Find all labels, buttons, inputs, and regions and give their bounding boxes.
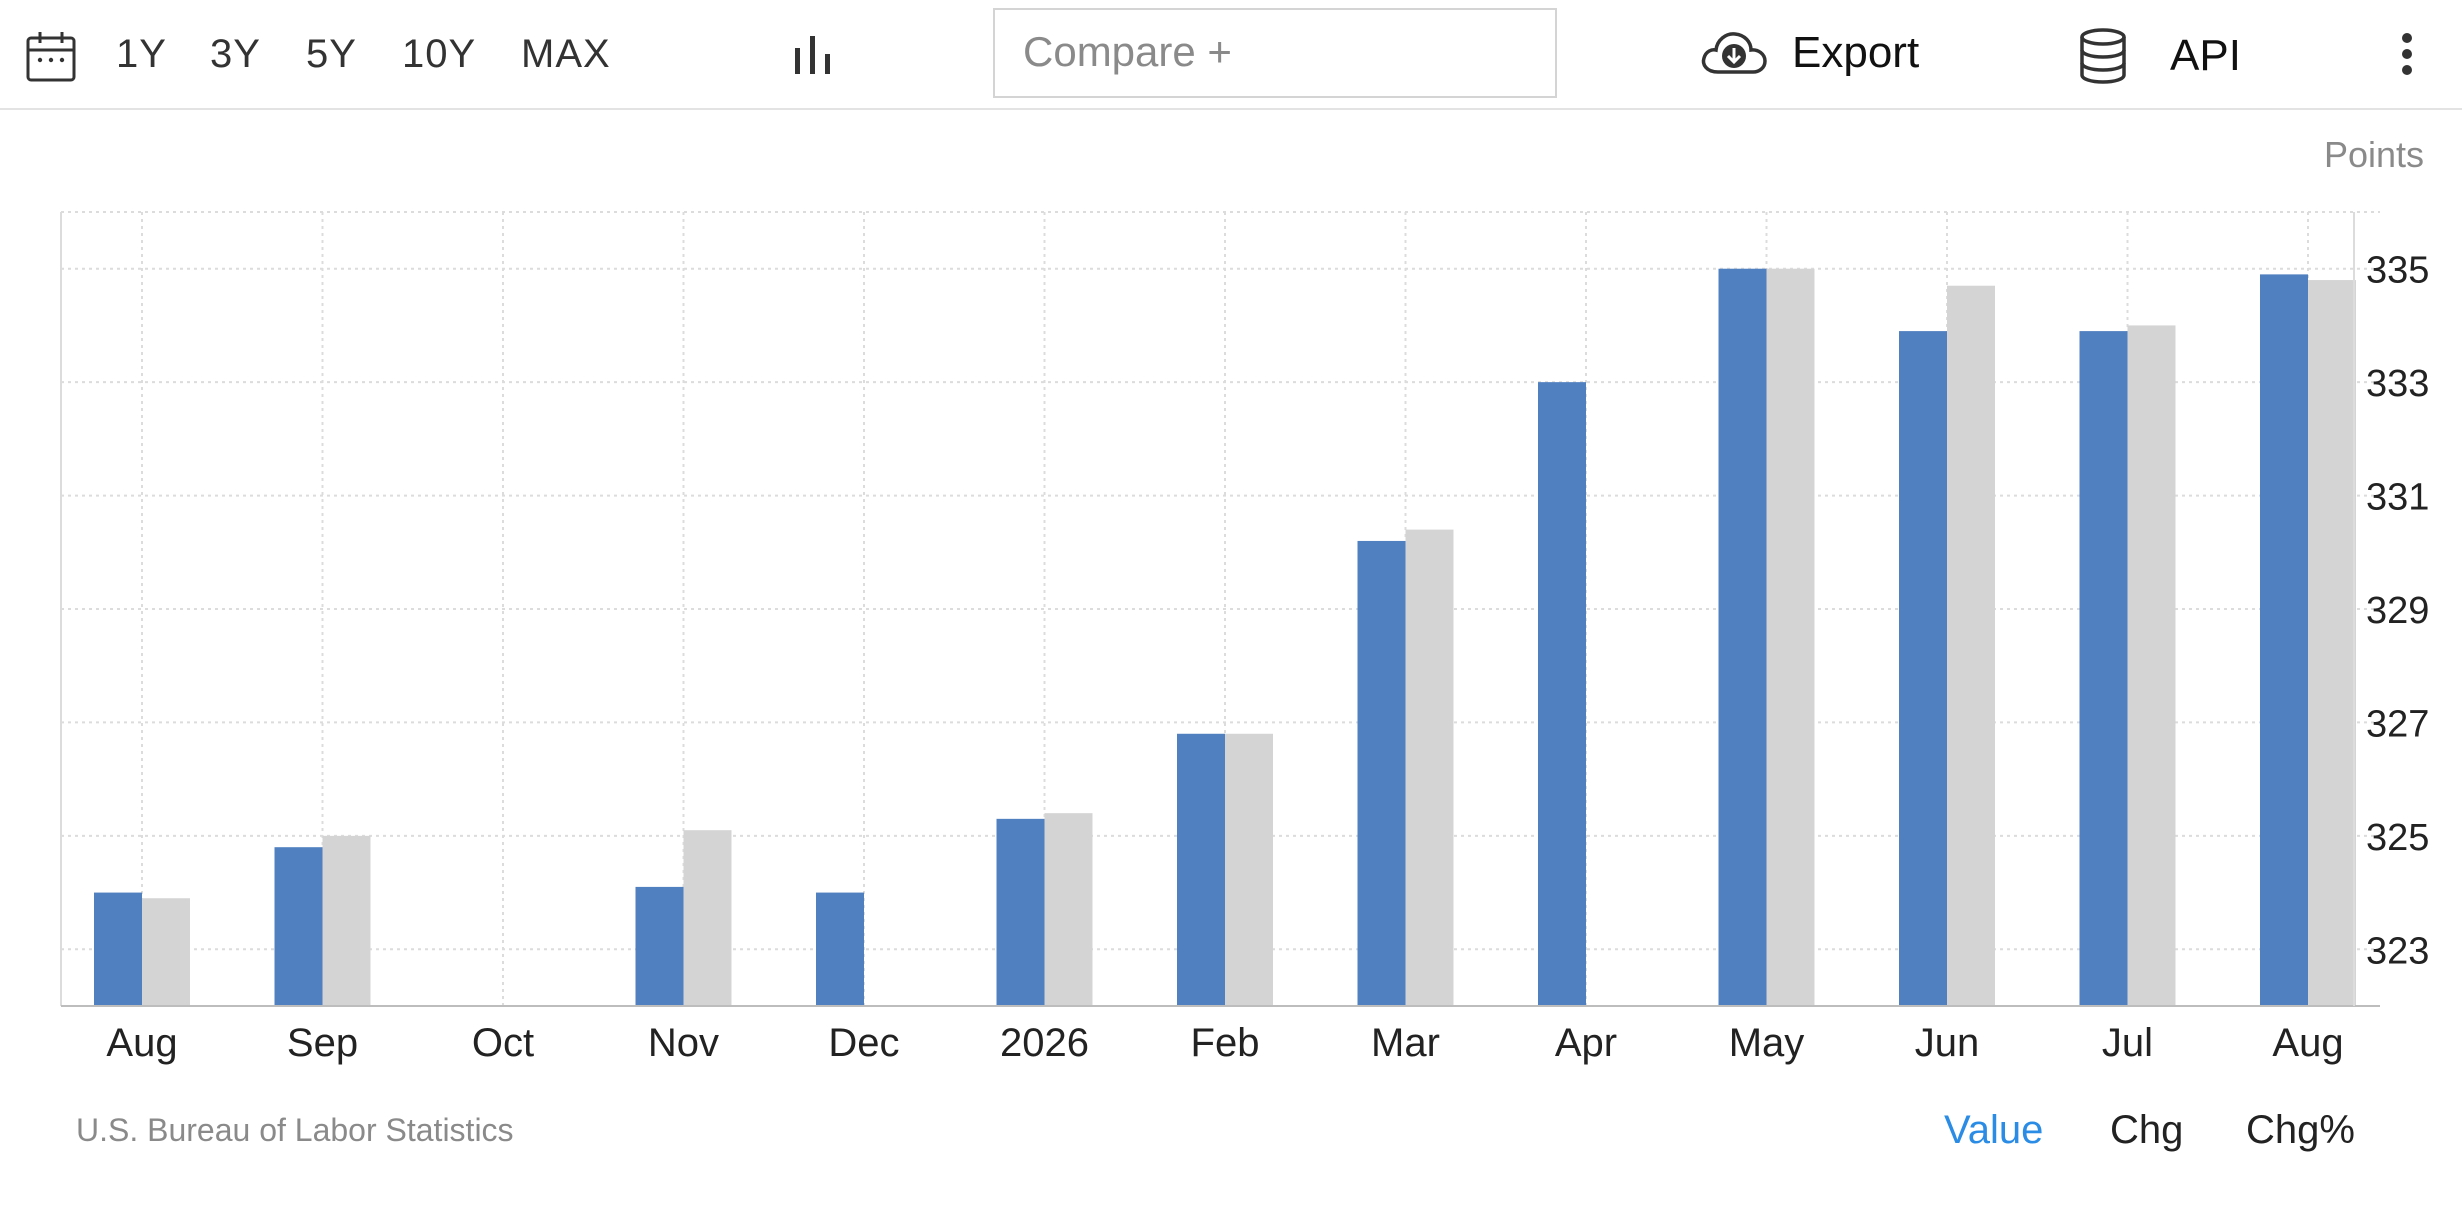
range-3y-button[interactable]: 3Y <box>210 32 261 76</box>
bar-chart: 323 325 327 329 331 333 335 Aug Sep Oct Nov Dec 2026… <box>60 211 2429 1065</box>
bar-series-1[interactable] <box>2260 274 2308 1006</box>
x-tick-label: Jun <box>1915 1021 1980 1065</box>
bar-series-1[interactable] <box>1357 540 1406 1006</box>
bar-series-1[interactable] <box>94 892 142 1006</box>
mode-chg-button[interactable]: Chg <box>2110 1108 2184 1152</box>
x-tick-label: Jul <box>2102 1021 2153 1065</box>
bar-series-2[interactable] <box>1225 733 1273 1006</box>
y-tick-label: 325 <box>2366 817 2429 859</box>
bar-series-2[interactable] <box>322 835 371 1006</box>
axes: 323 325 327 329 331 333 335 Aug Sep Oct Nov Dec 2026… <box>61 212 2429 1065</box>
bar-series-2[interactable] <box>2308 280 2356 1006</box>
x-tick-label: Oct <box>472 1021 534 1065</box>
range-max-button[interactable]: MAX <box>521 32 611 76</box>
bar-series-1[interactable] <box>816 892 864 1006</box>
y-tick-label: 327 <box>2366 703 2429 745</box>
mode-value-button[interactable]: Value <box>1944 1108 2044 1152</box>
export-button[interactable]: Export <box>1700 28 1919 78</box>
api-button[interactable]: API <box>2078 28 2241 84</box>
x-tick-label: Sep <box>287 1021 358 1065</box>
range-1y-button[interactable]: 1Y <box>116 32 167 76</box>
x-tick-label: Feb <box>1191 1021 1260 1065</box>
database-icon <box>2078 28 2128 84</box>
mode-chg-pct-button[interactable]: Chg% <box>2246 1108 2355 1152</box>
bar-series-1[interactable] <box>1538 382 1586 1007</box>
y-tick-label: 323 <box>2366 930 2429 972</box>
bar-series-2[interactable] <box>2127 325 2176 1006</box>
export-label: Export <box>1792 28 1920 77</box>
source-label: U.S. Bureau of Labor Statistics <box>76 1112 514 1148</box>
bar-series-2[interactable] <box>1405 529 1454 1006</box>
cloud-download-icon <box>1700 28 1768 78</box>
bar-series-1[interactable] <box>1718 268 1767 1006</box>
bar-series-1[interactable] <box>1177 733 1225 1006</box>
api-label: API <box>2170 31 2241 80</box>
bar-series-1[interactable] <box>635 886 684 1006</box>
compare-input[interactable]: Compare + <box>993 8 1557 98</box>
bar-series-1[interactable] <box>274 847 323 1006</box>
bar-series-1[interactable] <box>2079 331 2128 1007</box>
unit-label: Points <box>2323 134 2424 175</box>
bar-series-1[interactable] <box>1899 331 1947 1007</box>
y-tick-label: 335 <box>2366 250 2429 292</box>
x-tick-label: Aug <box>2272 1021 2343 1065</box>
bar-series-2[interactable] <box>1044 813 1093 1006</box>
bar-series-1[interactable] <box>996 818 1045 1006</box>
x-tick-label: Mar <box>1371 1021 1440 1065</box>
bar-series-2[interactable] <box>1766 268 1815 1006</box>
more-vertical-icon[interactable] <box>2400 32 2414 76</box>
y-tick-label: 329 <box>2366 590 2429 632</box>
x-tick-label: Nov <box>648 1021 719 1065</box>
calendar-icon[interactable] <box>26 30 76 82</box>
chart-toolbar: 1Y 3Y 5Y 10Y MAX Compare + Export <box>0 0 2462 110</box>
x-tick-label: 2026 <box>1000 1021 1089 1065</box>
range-10y-button[interactable]: 10Y <box>402 32 477 76</box>
bar-chart-icon[interactable] <box>792 34 834 76</box>
bar-series-2[interactable] <box>1947 285 1995 1006</box>
bars <box>94 268 2356 1007</box>
x-tick-label: Apr <box>1555 1021 1617 1065</box>
range-5y-button[interactable]: 5Y <box>306 32 357 76</box>
bar-series-2[interactable] <box>683 830 732 1006</box>
x-tick-label: Aug <box>106 1021 177 1065</box>
x-tick-label: May <box>1729 1021 1805 1065</box>
bar-series-2[interactable] <box>142 898 190 1006</box>
y-tick-label: 333 <box>2366 363 2429 405</box>
y-tick-label: 331 <box>2366 477 2429 519</box>
x-tick-label: Dec <box>828 1021 899 1065</box>
